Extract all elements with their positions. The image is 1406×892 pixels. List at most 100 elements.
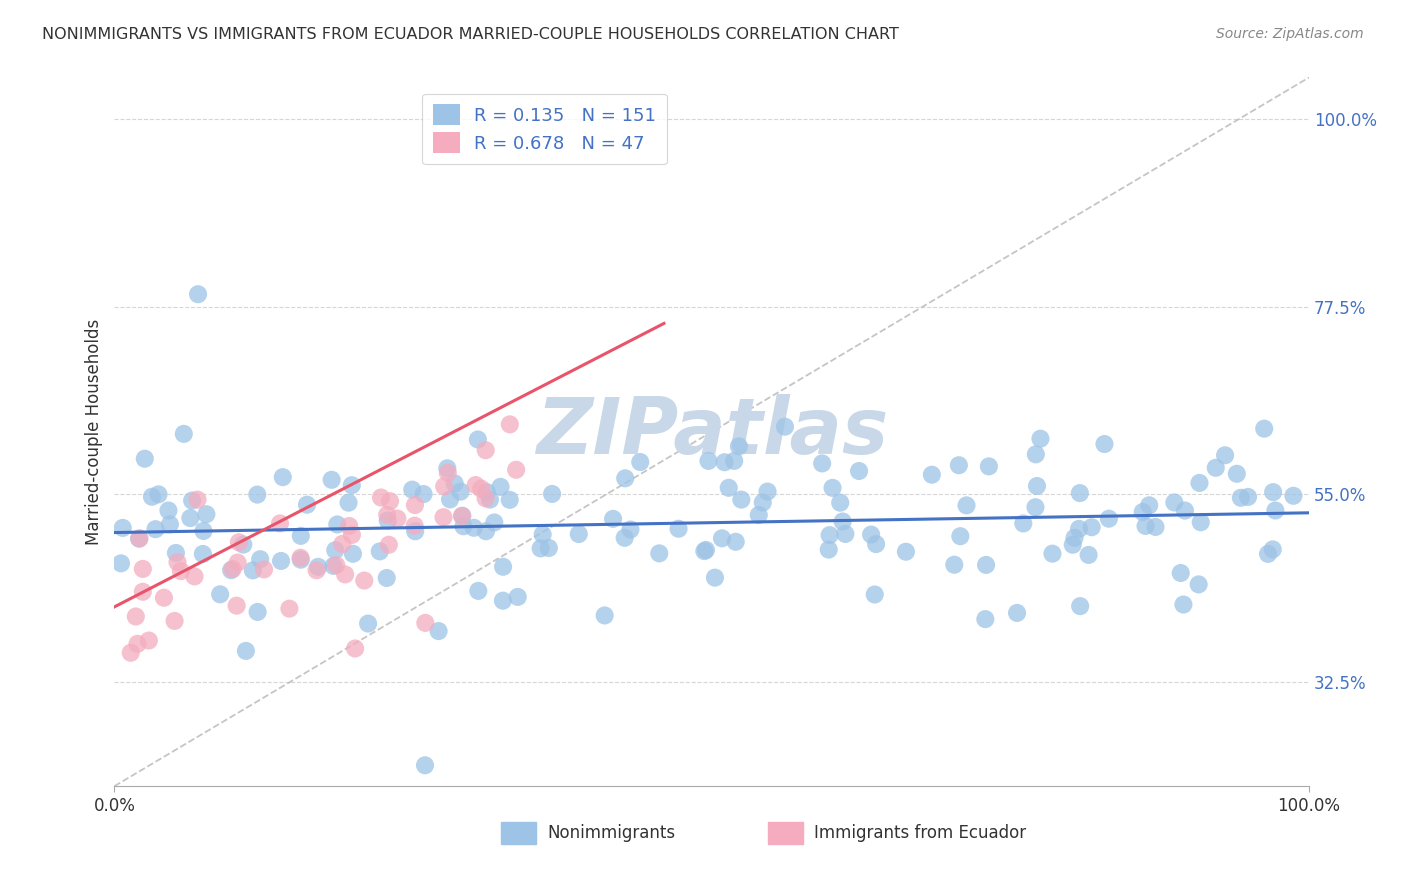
Point [463,521,485,535]
Point [342,547,364,561]
Point [1163,495,1185,509]
Point [110,557,132,571]
Point [492,593,515,607]
Point [326,517,349,532]
Point [894,545,917,559]
Point [834,527,856,541]
Point [974,558,997,572]
Point [831,515,853,529]
Point [1170,566,1192,580]
Point [492,559,515,574]
Text: Source: ZipAtlas.com: Source: ZipAtlas.com [1216,27,1364,41]
Point [290,552,312,566]
Point [602,512,624,526]
Point [181,493,204,508]
Point [128,532,150,546]
Point [141,490,163,504]
Point [368,544,391,558]
Point [1261,542,1284,557]
Point [232,537,254,551]
Text: ZIPatlas: ZIPatlas [536,393,887,470]
Point [290,550,312,565]
Point [1069,599,1091,614]
Point [955,499,977,513]
Point [253,562,276,576]
Point [357,616,380,631]
Point [1188,577,1211,591]
Point [1024,500,1046,515]
Point [730,492,752,507]
Point [401,483,423,497]
Point [756,484,779,499]
Point [111,521,134,535]
Point [474,491,496,506]
Point [1253,422,1275,436]
Point [165,546,187,560]
Point [1135,519,1157,533]
Point [451,509,474,524]
Point [157,503,180,517]
Point [337,496,360,510]
Point [433,479,456,493]
Point [427,624,450,638]
Point [1237,490,1260,504]
Point [1137,498,1160,512]
Point [159,517,181,532]
Point [1012,516,1035,531]
Point [489,480,512,494]
Point [723,454,745,468]
Point [404,518,426,533]
Point [1213,448,1236,462]
Point [170,564,193,578]
Point [711,532,734,546]
Point [697,454,720,468]
Point [120,646,142,660]
Point [1063,531,1085,545]
Point [467,433,489,447]
Point [375,571,398,585]
Point [464,478,486,492]
Point [290,529,312,543]
Point [153,591,176,605]
Point [219,563,242,577]
Point [179,511,201,525]
Point [467,583,489,598]
Point [943,558,966,572]
Point [340,528,363,542]
Text: Nonimmigrants: Nonimmigrants [547,824,675,842]
Point [703,571,725,585]
Point [773,419,796,434]
Point [453,519,475,533]
Point [193,524,215,538]
Point [138,633,160,648]
Point [830,496,852,510]
Point [863,587,886,601]
Point [668,522,690,536]
Legend: R = 0.135   N = 151, R = 0.678   N = 47: R = 0.135 N = 151, R = 0.678 N = 47 [422,94,666,164]
Point [323,543,346,558]
Point [166,555,188,569]
Point [127,637,149,651]
Point [183,569,205,583]
Point [432,510,454,524]
Point [436,461,458,475]
Point [748,508,770,522]
Point [628,455,651,469]
Point [1282,489,1305,503]
Point [226,556,249,570]
Point [228,535,250,549]
Point [974,612,997,626]
Point [619,523,641,537]
Point [713,455,735,469]
Point [1098,511,1121,525]
Point [817,542,839,557]
Point [648,546,671,560]
Point [173,426,195,441]
Point [242,563,264,577]
Point [724,534,747,549]
Point [949,529,972,543]
Point [322,558,344,573]
Point [235,644,257,658]
Point [1173,598,1195,612]
Point [163,614,186,628]
